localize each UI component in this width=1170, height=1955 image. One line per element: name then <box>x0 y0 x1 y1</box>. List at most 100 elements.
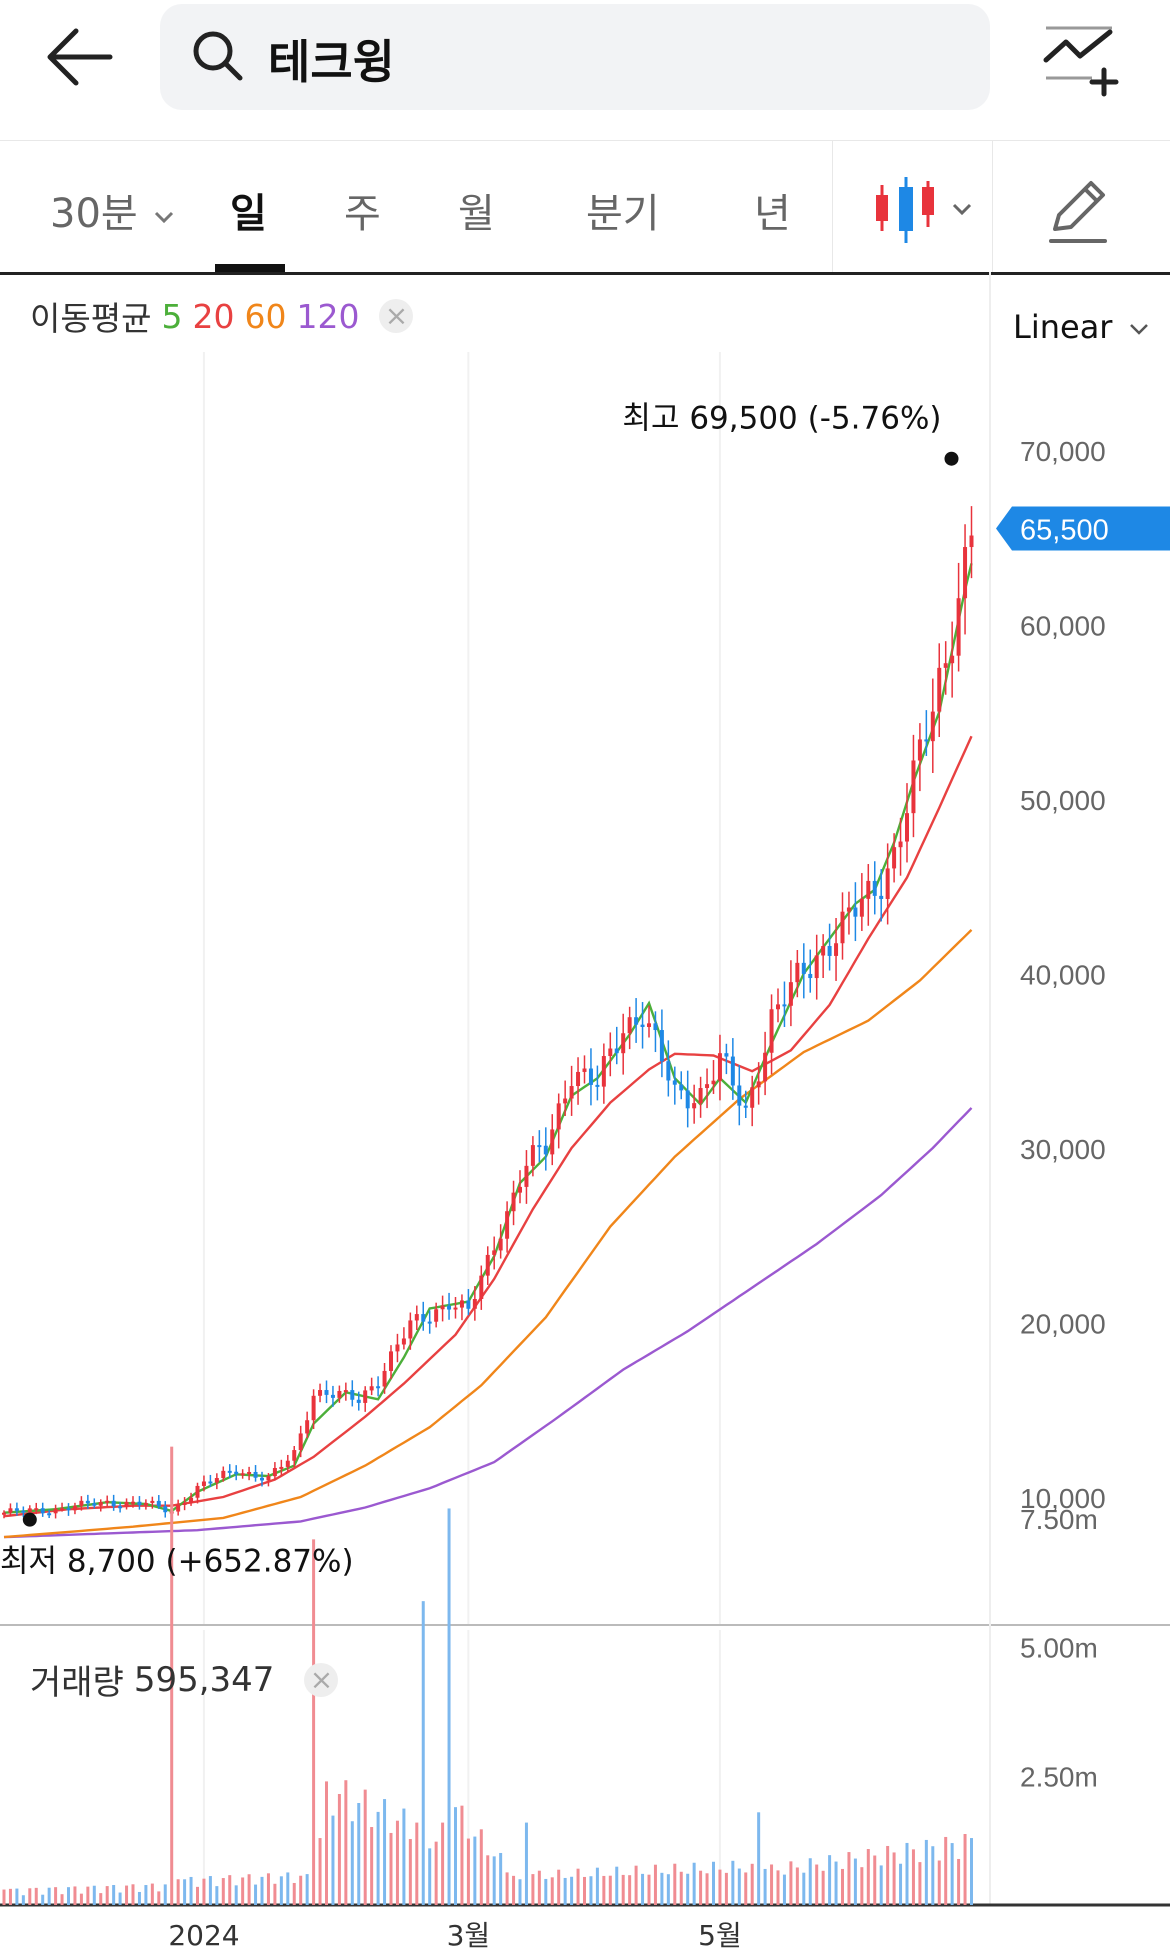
divider <box>832 141 833 272</box>
volume-bar <box>924 1839 928 1905</box>
volume-bar <box>434 1841 438 1905</box>
candle-body <box>859 898 864 917</box>
volume-legend[interactable]: 거래량 595,347 × <box>30 1655 339 1704</box>
candle-body <box>595 1084 600 1087</box>
selected-tab-indicator <box>215 264 285 272</box>
volume-bar <box>750 1863 754 1905</box>
volume-bar <box>673 1863 677 1905</box>
candle-body <box>343 1390 348 1393</box>
volume-bar <box>105 1886 109 1905</box>
search-box[interactable]: 테크윙 <box>160 4 990 110</box>
y-tick-label: 20,000 <box>1020 1309 1106 1340</box>
volume-bar <box>279 1876 283 1905</box>
volume-bar <box>634 1865 638 1905</box>
scale-select[interactable]: Linear <box>1013 308 1151 346</box>
volume-bar <box>376 1811 380 1905</box>
back-button[interactable] <box>40 22 120 92</box>
volume-bar <box>183 1879 187 1905</box>
volume-bar <box>73 1886 77 1905</box>
volume-bar <box>454 1807 457 1905</box>
candle-body <box>943 663 948 668</box>
candle-body <box>14 1508 19 1511</box>
candle-body <box>537 1145 542 1148</box>
candle-body <box>311 1395 316 1421</box>
candle-body <box>240 1473 245 1476</box>
volume-bar <box>383 1799 387 1905</box>
low-annotation: 최저 8,700 (+652.87%) <box>0 1544 354 1580</box>
compare-chart-button[interactable] <box>1040 20 1120 100</box>
candle-body <box>498 1238 503 1251</box>
candle-body <box>221 1470 226 1479</box>
candle-body <box>260 1477 264 1481</box>
candle-body <box>776 1004 780 1010</box>
candle-body <box>524 1165 529 1187</box>
candle-body <box>105 1500 110 1503</box>
ma20-line <box>3 735 973 1518</box>
tab-month[interactable]: 월 <box>458 181 495 239</box>
drawing-tool-button[interactable] <box>1045 171 1115 251</box>
candle-body <box>85 1500 90 1504</box>
candle-body <box>434 1309 439 1322</box>
volume-bar <box>782 1874 786 1905</box>
volume-bar <box>473 1836 477 1905</box>
candle-body <box>659 1030 664 1062</box>
candle-body <box>827 946 832 956</box>
volume-bar <box>544 1878 548 1905</box>
candle-body <box>137 1501 142 1506</box>
volume-bar <box>196 1886 199 1905</box>
volume-bar <box>944 1836 948 1905</box>
candle-body <box>647 1023 651 1027</box>
ma-close-button[interactable]: × <box>379 299 414 333</box>
candle-body <box>414 1314 419 1321</box>
candle-body <box>563 1098 568 1104</box>
volume-bar <box>841 1868 844 1905</box>
candle-body <box>279 1466 284 1469</box>
candle-body <box>963 547 968 599</box>
tab-label: 30분 <box>50 191 138 237</box>
candle-body <box>853 907 858 917</box>
tab-day[interactable]: 일 <box>230 181 267 239</box>
candle-body <box>337 1390 342 1398</box>
ma5-line <box>3 563 973 1514</box>
current-price-label: 65,500 <box>1020 515 1109 547</box>
volume-bar <box>234 1885 238 1905</box>
volume-bar <box>499 1852 503 1905</box>
volume-bar <box>221 1878 225 1905</box>
volume-bar <box>808 1858 812 1905</box>
volume-bar <box>486 1855 490 1905</box>
candle-body <box>788 982 793 1006</box>
volume-tick-label: 2.50m <box>1020 1761 1098 1792</box>
candle-body <box>640 1024 645 1027</box>
tab-quarter[interactable]: 분기 <box>586 181 660 239</box>
volume-close-button[interactable]: × <box>304 1662 339 1697</box>
volume-bar <box>79 1893 83 1905</box>
candle-body <box>550 1129 555 1155</box>
volume-bar <box>866 1849 870 1905</box>
volume-bar <box>28 1888 32 1905</box>
price-chart[interactable]: 70,000 60,000 50,000 40,000 30,000 20,000 10,0… <box>0 272 1170 1955</box>
volume-bar <box>886 1845 890 1905</box>
candle-body <box>743 1105 748 1108</box>
volume-bar <box>602 1875 606 1905</box>
candle-body <box>72 1505 77 1511</box>
volume-bar <box>370 1827 374 1905</box>
tab-week[interactable]: 주 <box>344 181 381 239</box>
candle-body <box>189 1497 194 1503</box>
candle-body <box>8 1508 13 1513</box>
candle-body <box>569 1086 574 1099</box>
volume-bar <box>34 1887 38 1905</box>
volume-bar <box>228 1875 232 1905</box>
volume-bar <box>537 1870 541 1905</box>
tab-year[interactable]: 년 <box>754 181 791 239</box>
candle-body <box>756 1081 761 1088</box>
tab-interval-30m[interactable]: 30분 <box>50 181 176 239</box>
candle-body <box>395 1344 400 1352</box>
candle-body <box>892 847 897 869</box>
chart-type-button[interactable] <box>870 171 980 251</box>
moving-average-legend[interactable]: 이동평균 5 20 60 120 × <box>30 292 414 340</box>
candle-body <box>227 1470 232 1473</box>
candle-body <box>608 1048 613 1057</box>
volume-bar <box>260 1876 264 1905</box>
volume-bar <box>957 1858 961 1905</box>
chart-add-icon <box>1043 26 1119 97</box>
